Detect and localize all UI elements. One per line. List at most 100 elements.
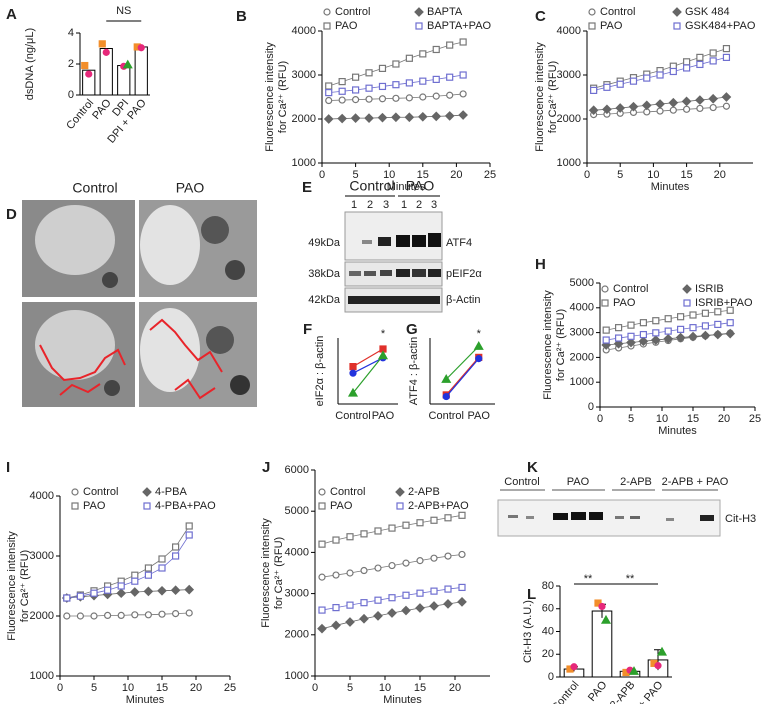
y-axis-label: for Ca²⁺ (RFU) (277, 61, 289, 133)
legend-label: Control (613, 283, 648, 295)
legend-marker (318, 488, 326, 496)
marker (675, 332, 686, 343)
x-tick-label: 5 (628, 413, 634, 425)
marker (158, 555, 166, 563)
legend-marker (682, 284, 692, 294)
marker (708, 93, 719, 104)
x-tick-label: 5 (353, 169, 359, 181)
series-line (66, 525, 190, 599)
marker (602, 326, 610, 334)
marker (590, 86, 598, 95)
panel-letter: I (6, 459, 10, 476)
marker (337, 113, 348, 124)
legend-label: 2-APB+PAO (408, 500, 469, 512)
marker (696, 53, 704, 62)
y-axis-label: for Ca²⁺ (RFU) (555, 309, 567, 381)
marker (122, 59, 133, 69)
marker (457, 596, 467, 607)
legend-label: GSK484+PAO (685, 20, 756, 32)
y-axis-label: Fluorescence intensity (264, 42, 276, 152)
x-tick-label: 0 (597, 413, 603, 425)
x-tick-label: 5 (617, 169, 623, 181)
panel-letter: F (303, 321, 312, 338)
group-label: PAO (567, 476, 590, 488)
legend-label: Control (335, 6, 370, 18)
marker (600, 614, 612, 624)
marker (185, 522, 193, 530)
y-tick-label: 3000 (292, 69, 316, 81)
marker (626, 337, 636, 348)
marker (459, 71, 467, 79)
pair-line (445, 358, 480, 397)
marker (415, 603, 425, 613)
marker (714, 308, 722, 316)
y-tick-label: 4 (68, 27, 74, 39)
marker (444, 514, 452, 522)
marker (442, 392, 450, 401)
y-axis-label: for Ca²⁺ (RFU) (273, 537, 285, 609)
legend-label: 4-PBA+PAO (155, 500, 216, 512)
marker (402, 559, 410, 567)
marker (350, 113, 361, 123)
marker (689, 324, 697, 332)
marker (682, 105, 691, 113)
y-axis-label: for Ca²⁺ (RFU) (547, 61, 559, 133)
x-tick-label: 15 (417, 169, 429, 181)
group-label: PAO (406, 178, 435, 194)
marker (430, 554, 438, 562)
marker (402, 591, 410, 599)
y-axis-label: for Ca²⁺ (RFU) (19, 550, 31, 622)
marker (129, 587, 140, 597)
marker (444, 111, 455, 121)
marker (338, 77, 346, 86)
legend-label: PAO (613, 297, 636, 309)
x-tick-label: PAO (90, 97, 114, 122)
marker (639, 330, 648, 339)
marker (430, 516, 438, 524)
marker (318, 540, 326, 548)
x-tick-label: 20 (449, 682, 461, 694)
marker (416, 519, 424, 527)
marker (352, 86, 360, 94)
marker (638, 336, 649, 347)
marker (616, 80, 624, 88)
marker (131, 571, 139, 579)
y-tick-label: 40 (542, 625, 554, 637)
marker (663, 333, 674, 344)
x-axis-label: Minutes (387, 181, 426, 193)
marker (85, 70, 93, 78)
marker (365, 84, 373, 92)
marker (144, 564, 152, 572)
marker (318, 606, 326, 614)
marker (430, 587, 438, 595)
x-tick-label: 10 (656, 413, 668, 425)
annotation: ** (584, 573, 593, 585)
size-label: 49kDa (308, 237, 341, 249)
x-tick-label: 10 (379, 682, 391, 694)
y-tick-label: 5000 (570, 277, 594, 289)
x-tick-label: PAO (586, 679, 610, 704)
annotation: ** (626, 573, 635, 585)
marker (419, 77, 427, 85)
marker (131, 611, 139, 619)
marker (346, 601, 354, 609)
marker (446, 73, 454, 81)
marker (627, 321, 635, 329)
x-tick-label: 5 (91, 682, 97, 694)
x-tick-label: 10 (122, 682, 134, 694)
marker (602, 104, 612, 115)
marker (349, 363, 357, 371)
y-tick-label: 2000 (285, 629, 309, 641)
legend-label: 2-APB (408, 486, 440, 498)
marker (405, 54, 413, 62)
marker (432, 75, 440, 84)
marker (419, 50, 427, 58)
y-tick-label: 3000 (557, 69, 581, 81)
x-tick-label: 15 (414, 682, 426, 694)
group-label: 2-APB (620, 476, 652, 488)
panel-letter: A (6, 6, 17, 23)
protein-label: Cit-H3 (725, 513, 756, 525)
y-tick-label: 4000 (285, 546, 309, 558)
x-tick-label: PAO (468, 410, 491, 422)
